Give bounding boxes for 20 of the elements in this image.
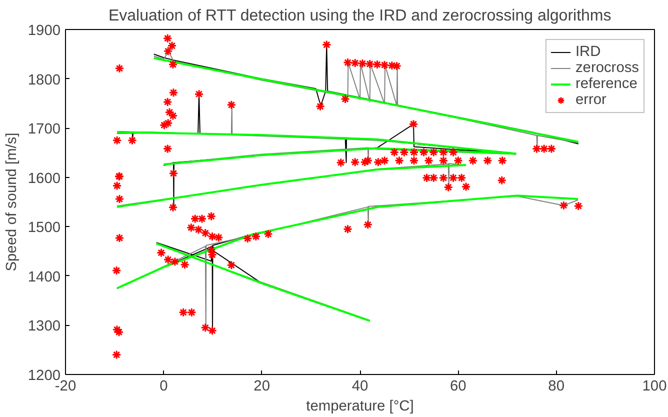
y-tick-label: 1600 <box>28 170 61 187</box>
y-tick-label: 1700 <box>28 122 61 138</box>
legend-label: error <box>575 92 606 108</box>
legend-label: reference <box>575 76 638 92</box>
x-axis-title: temperature [°C] <box>306 398 414 414</box>
y-tick-label: 1900 <box>28 23 61 39</box>
chart-title: Evaluation of RTT detection using the IRD and zerocrossing algorithms <box>108 8 612 24</box>
x-tick-label: 20 <box>254 378 270 394</box>
x-tick-label: 40 <box>352 378 368 394</box>
y-tick-label: 1800 <box>28 72 61 88</box>
legend-label: zerocross <box>575 60 639 76</box>
x-tick-label: 0 <box>160 378 168 394</box>
y-tick-label: 1500 <box>28 220 61 236</box>
legend-label: IRD <box>575 44 601 60</box>
y-tick-label: 1400 <box>28 269 61 286</box>
y-tick-label: 1300 <box>28 318 61 335</box>
y-axis-title: Speed of sound [m/s] <box>4 132 20 272</box>
x-tick-label: 60 <box>450 378 466 394</box>
x-tick-label: 100 <box>642 378 667 394</box>
x-tick-label: 80 <box>548 378 564 394</box>
